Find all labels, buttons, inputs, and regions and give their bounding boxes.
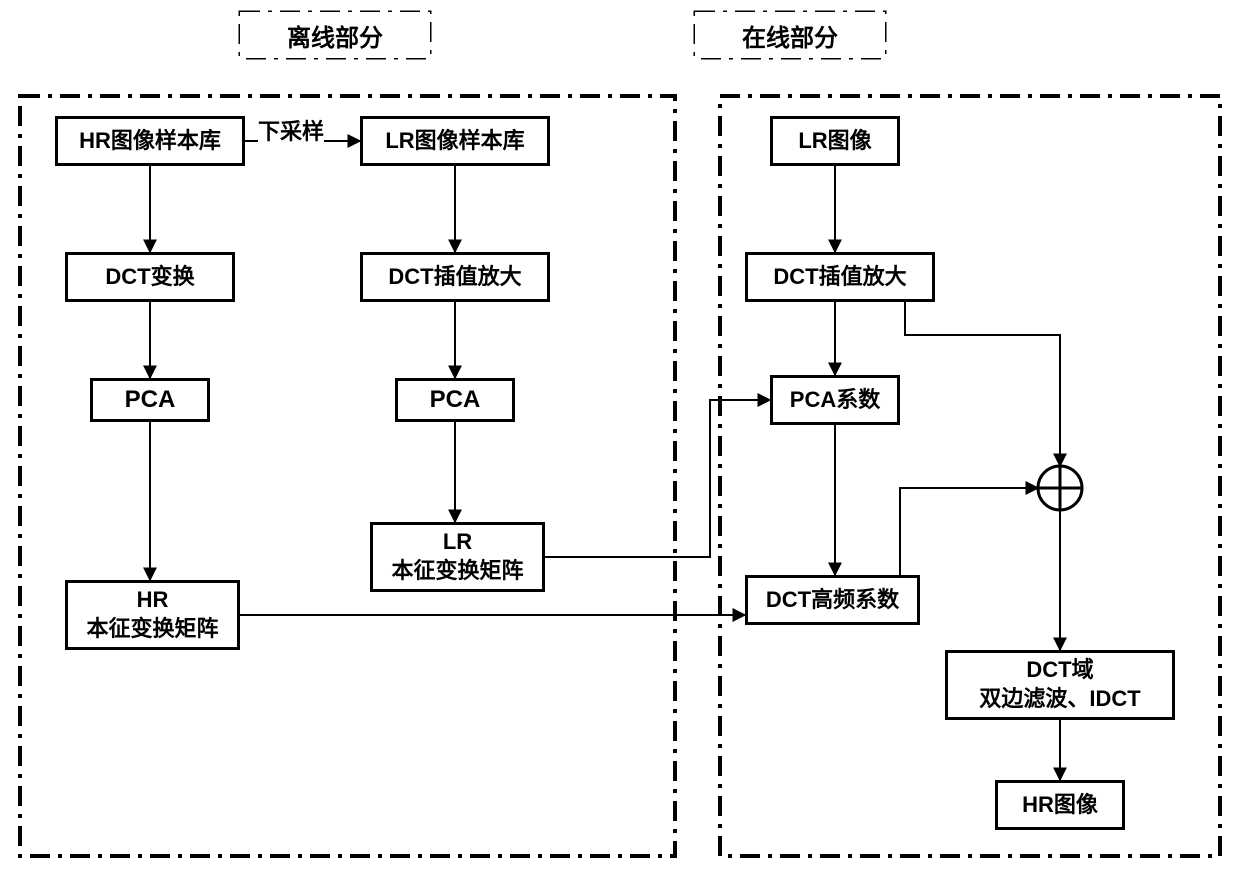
dct-bilateral-idct-node: DCT域 双边滤波、IDCT (945, 650, 1175, 720)
hr-eigen-matrix-label: HR 本征变换矩阵 (86, 586, 218, 643)
dct-interp-online-node: DCT插值放大 (745, 252, 935, 302)
dct-high-freq-node: DCT高频系数 (745, 575, 920, 625)
dct-interp-offline-label: DCT插值放大 (388, 263, 521, 292)
pca-left-node: PCA (90, 378, 210, 422)
hr-image-label: HR图像 (1022, 791, 1098, 820)
pca-coefficients-label: PCA系数 (790, 386, 880, 415)
edge-dcthf_to_sum (900, 488, 1038, 575)
lr-eigen-matrix-label: LR 本征变换矩阵 (391, 528, 523, 585)
dct-bilateral-idct-label: DCT域 双边滤波、IDCT (979, 656, 1140, 713)
lr-sample-library-label: LR图像样本库 (385, 127, 524, 156)
hr-sample-library-node: HR图像样本库 (55, 116, 245, 166)
pca-right-label: PCA (430, 384, 481, 415)
lr-eigen-matrix-node: LR 本征变换矩阵 (370, 522, 545, 592)
pca-left-label: PCA (125, 384, 176, 415)
edge-dctintn_to_sum (905, 302, 1060, 466)
lr-sample-library-node: LR图像样本库 (360, 116, 550, 166)
hr-sample-library-label: HR图像样本库 (79, 127, 221, 156)
pca-right-node: PCA (395, 378, 515, 422)
online-section-label: 在线部分 (742, 18, 838, 53)
dct-high-freq-label: DCT高频系数 (766, 586, 899, 615)
downsample-edge-text: 下采样 (258, 119, 324, 144)
hr-eigen-matrix-node: HR 本征变换矩阵 (65, 580, 240, 650)
offline-section-header: 离线部分 (240, 12, 430, 58)
online-section-header: 在线部分 (695, 12, 885, 58)
edge-lr_eig_to_pca_coef (545, 400, 770, 557)
hr-image-node: HR图像 (995, 780, 1125, 830)
lr-image-node: LR图像 (770, 116, 900, 166)
dct-interp-offline-node: DCT插值放大 (360, 252, 550, 302)
dct-transform-label: DCT变换 (105, 263, 194, 292)
pca-coefficients-node: PCA系数 (770, 375, 900, 425)
flowchart-canvas: 离线部分 在线部分 HR图像样本库 LR图像样本库 DCT变换 DCT插值放大 … (0, 0, 1239, 872)
dct-transform-node: DCT变换 (65, 252, 235, 302)
downsample-edge-label: 下采样 (258, 114, 324, 146)
offline-section-label: 离线部分 (287, 18, 383, 53)
dct-interp-online-label: DCT插值放大 (773, 263, 906, 292)
sum-node (1038, 466, 1082, 510)
lr-image-label: LR图像 (798, 127, 871, 156)
